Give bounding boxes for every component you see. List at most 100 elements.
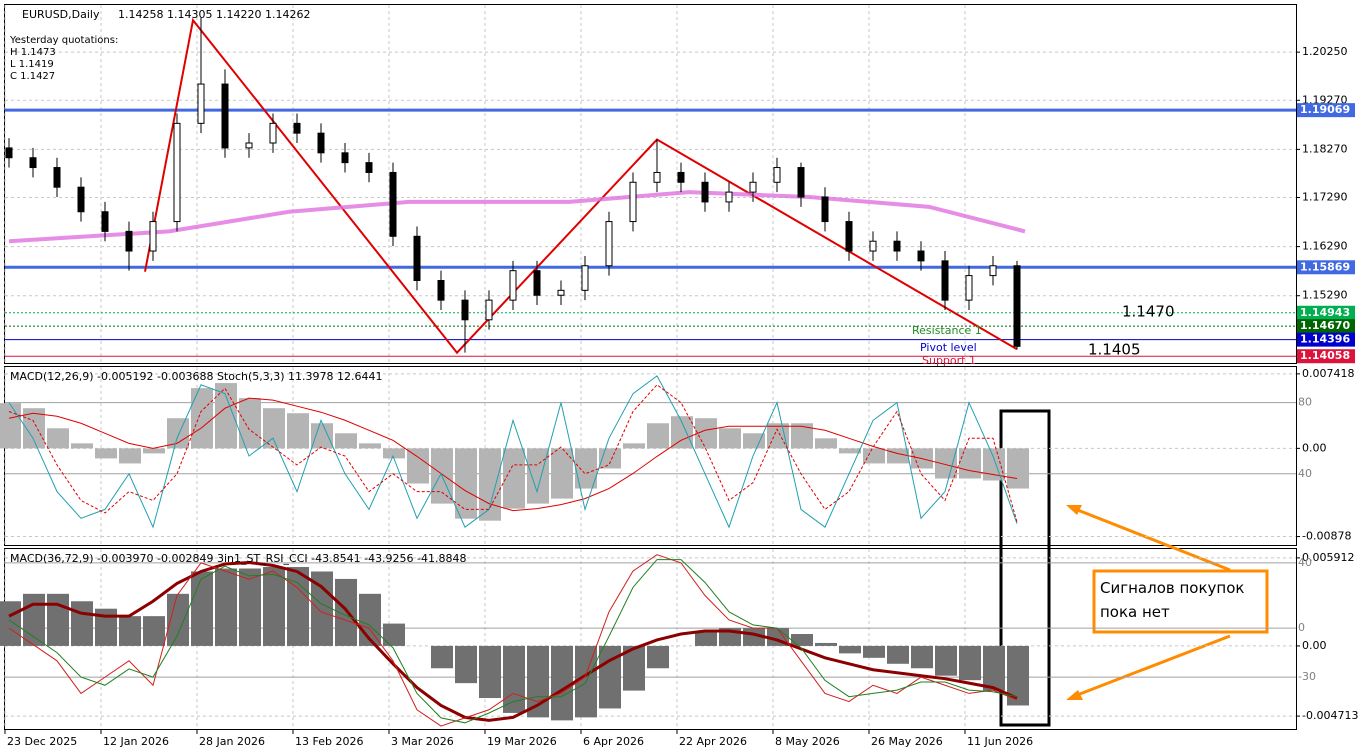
histogram-bar (527, 448, 549, 504)
candle-body (581, 265, 589, 291)
histogram-bar (1007, 448, 1029, 489)
candle-body (173, 122, 181, 223)
y-tick-label: 1.15290 (1302, 289, 1348, 302)
arrow-head (1066, 690, 1083, 700)
y-tick-label: 0.00 (1302, 441, 1327, 454)
candle-body (965, 275, 973, 301)
y-tick-label: -0.004713 (1302, 709, 1358, 722)
panel-title: MACD(12,26,9) -0.005192 -0.003688 Stoch(… (10, 370, 383, 383)
candle-body (293, 122, 301, 134)
candle-body (221, 83, 229, 149)
price-label-bg (1297, 260, 1355, 275)
price-label: 1.14058 (1300, 349, 1350, 362)
panel-title: MACD(36,72,9) -0.003970 -0.002849 3in1_S… (10, 552, 467, 565)
candle-body (101, 211, 109, 232)
histogram-bar (383, 623, 405, 646)
candle-body (341, 152, 349, 164)
note-box (1092, 569, 1269, 634)
y-tick-label: 1.17290 (1302, 191, 1348, 204)
y2-tick-label: 0 (1298, 621, 1305, 634)
histogram-bar (263, 567, 285, 646)
histogram-bar (287, 567, 309, 646)
quote-line: Yesterday quotations: (9, 35, 118, 46)
histogram-bar (551, 645, 573, 721)
x-tick-label: 13 Feb 2026 (295, 735, 363, 748)
indicator-line (8, 554, 1018, 727)
histogram-bar (959, 448, 981, 479)
candle-body (845, 221, 853, 252)
panel-2 (4, 366, 1297, 546)
histogram-bar (167, 418, 189, 449)
candle-body (1013, 265, 1021, 347)
histogram-bar (143, 616, 165, 646)
chart-title: EURUSD,Daily (22, 8, 100, 21)
arrow-head (1066, 505, 1082, 515)
histogram-bar (47, 428, 69, 449)
price-label-bg (1297, 319, 1355, 334)
candle-body (437, 279, 445, 301)
candle-body (77, 186, 85, 213)
histogram-bar (479, 448, 501, 521)
arrow (1071, 634, 1231, 699)
histogram-bar (479, 645, 501, 699)
histogram-bar (359, 443, 381, 449)
histogram-bar (527, 645, 549, 718)
note: Сигналов покупок пока нет (1100, 579, 1244, 621)
candle-body (941, 260, 949, 301)
histogram-bar (623, 443, 645, 449)
histogram-bar (503, 645, 525, 713)
histogram-bar (863, 448, 885, 464)
annotation: 1.1470 (1122, 303, 1175, 321)
price-label-bg (1297, 332, 1355, 347)
histogram-bar (287, 413, 309, 449)
candle-body (269, 122, 277, 144)
histogram-bar (191, 388, 213, 449)
histogram-bar (0, 601, 21, 646)
histogram-bar (47, 593, 69, 646)
annotation: Pivot level (920, 341, 977, 354)
histogram-bar (791, 423, 813, 449)
indicator-line (8, 375, 1018, 529)
candle-body (245, 142, 253, 149)
histogram-bar (959, 645, 981, 681)
indicator-line (8, 561, 1018, 722)
price-label: 1.14396 (1300, 333, 1350, 346)
candle-body (461, 299, 469, 321)
candle-body (29, 157, 37, 169)
histogram-bar (311, 571, 333, 646)
histogram-bar (887, 645, 909, 664)
candle-body (989, 265, 997, 277)
price-label: 1.14670 (1300, 319, 1350, 332)
candle-body (509, 270, 517, 301)
candle-body (917, 250, 925, 262)
candle-body (197, 83, 205, 124)
histogram-bar (575, 448, 597, 489)
candle-body (821, 196, 829, 223)
candle-body (893, 240, 901, 252)
x-tick-label: 22 Apr 2026 (679, 735, 747, 748)
indicator-line (8, 190, 1026, 244)
price-label-bg (1297, 305, 1355, 320)
histogram-bar (455, 645, 477, 684)
quote-line: H 1.1473 (10, 47, 56, 58)
candle-body (389, 171, 397, 237)
x-tick-label: 3 Mar 2026 (391, 735, 454, 748)
histogram-bar (911, 645, 933, 669)
candle-body (317, 132, 325, 154)
y-tick-label: 0.00 (1302, 639, 1327, 652)
histogram-bar (863, 645, 885, 658)
histogram-bar (431, 645, 453, 669)
histogram-bar (263, 408, 285, 449)
main-panel (4, 4, 1297, 364)
histogram-bar (983, 645, 1005, 691)
price-label: 1.14943 (1300, 306, 1350, 319)
histogram-bar (767, 423, 789, 449)
histogram-bar (407, 448, 429, 484)
histogram-bar (95, 448, 117, 459)
y2-tick-label: 80 (1298, 396, 1312, 409)
histogram-bar (119, 616, 141, 646)
candle-body (5, 147, 13, 159)
annotation: Resistance 1 (912, 324, 982, 337)
price-label: 1.15869 (1300, 260, 1350, 273)
